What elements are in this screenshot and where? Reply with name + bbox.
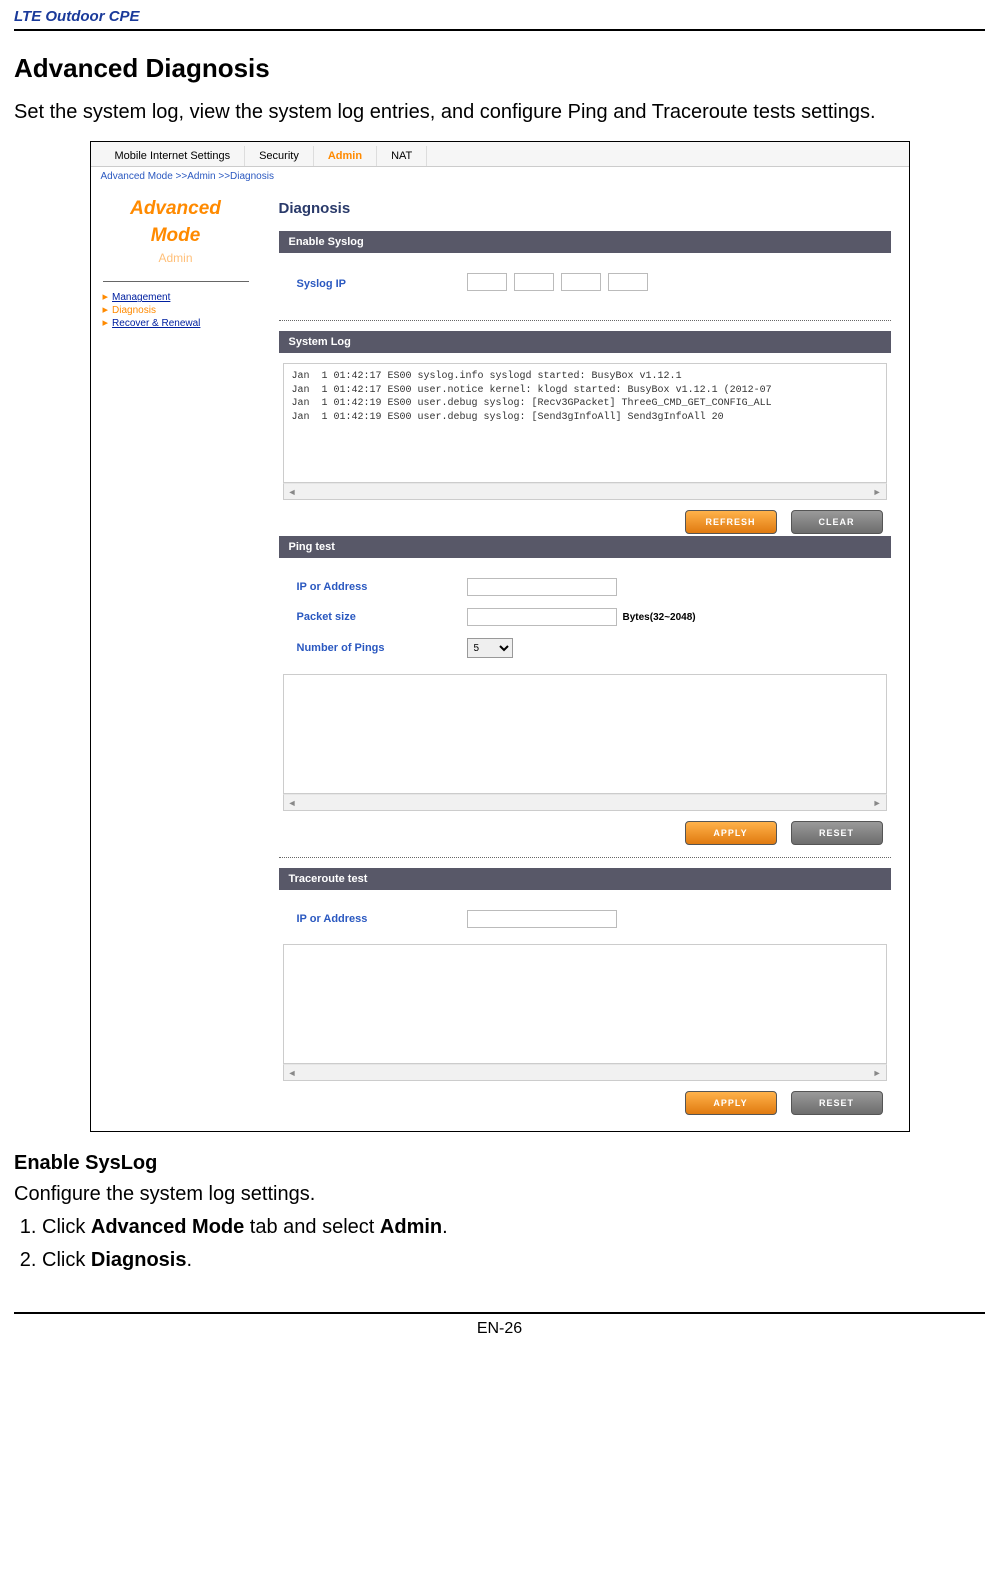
syslog-ip-octet-3[interactable] — [561, 273, 601, 291]
label-packet-size: Packet size — [297, 611, 467, 623]
trace-reset-button[interactable]: RESET — [791, 1091, 883, 1115]
syslog-ip-octet-4[interactable] — [608, 273, 648, 291]
trace-ip-input[interactable] — [467, 910, 617, 928]
label-trace-ip: IP or Address — [297, 913, 467, 925]
breadcrumb: Advanced Mode >>Admin >>Diagnosis — [91, 167, 909, 186]
sub-heading: Enable SysLog — [14, 1152, 985, 1175]
bar-ping-test: Ping test — [279, 536, 891, 558]
sidebar-item-label: Recover & Renewal — [112, 316, 200, 331]
bar-enable-syslog: Enable Syslog — [279, 231, 891, 253]
screenshot-frame: Mobile Internet Settings Security Admin … — [90, 141, 910, 1132]
sidebar-title-l1: Advanced — [103, 196, 249, 223]
ping-count-select[interactable]: 5 — [467, 638, 513, 658]
refresh-button[interactable]: REFRESH — [685, 510, 777, 534]
tab-bar: Mobile Internet Settings Security Admin … — [91, 142, 909, 167]
page-title: Diagnosis — [279, 200, 891, 217]
packet-size-suffix: Bytes(32~2048) — [623, 612, 696, 623]
ping-ip-input[interactable] — [467, 578, 617, 596]
step-2: Click Diagnosis. — [42, 1249, 985, 1272]
clear-button[interactable]: CLEAR — [791, 510, 883, 534]
sidebar-title-l2: Mode — [103, 223, 249, 250]
sidebar: Advanced Mode Admin ▸Management ▸Diagnos… — [91, 186, 261, 1131]
ping-output — [283, 674, 887, 794]
section-title: Advanced Diagnosis — [14, 53, 985, 84]
main-pane: Diagnosis Enable Syslog Syslog IP System… — [261, 186, 909, 1131]
ping-reset-button[interactable]: RESET — [791, 821, 883, 845]
divider — [279, 320, 891, 321]
doc-header: LTE Outdoor CPE — [14, 8, 985, 29]
ping-apply-button[interactable]: APPLY — [685, 821, 777, 845]
trace-scrollbar[interactable] — [283, 1064, 887, 1081]
log-scrollbar[interactable] — [283, 483, 887, 500]
label-ping-ip: IP or Address — [297, 581, 467, 593]
steps-list: Click Advanced Mode tab and select Admin… — [14, 1216, 985, 1272]
label-ping-count: Number of Pings — [297, 642, 467, 654]
step-1: Click Advanced Mode tab and select Admin… — [42, 1216, 985, 1239]
bar-system-log: System Log — [279, 331, 891, 353]
syslog-ip-octet-2[interactable] — [514, 273, 554, 291]
sidebar-separator — [103, 281, 249, 282]
label-syslog-ip: Syslog IP — [297, 278, 467, 290]
ping-scrollbar[interactable] — [283, 794, 887, 811]
tab-security[interactable]: Security — [245, 146, 314, 166]
tab-admin[interactable]: Admin — [314, 146, 377, 166]
sidebar-item-management[interactable]: ▸Management — [103, 290, 249, 303]
trace-apply-button[interactable]: APPLY — [685, 1091, 777, 1115]
sidebar-item-diagnosis[interactable]: ▸Diagnosis — [103, 303, 249, 316]
tab-nat[interactable]: NAT — [377, 146, 427, 166]
system-log-output: Jan 1 01:42:17 ES00 syslog.info syslogd … — [283, 363, 887, 483]
sidebar-item-recover[interactable]: ▸Recover & Renewal — [103, 316, 249, 329]
trace-output — [283, 944, 887, 1064]
tab-mobile-internet[interactable]: Mobile Internet Settings — [101, 146, 246, 166]
intro-text: Set the system log, view the system log … — [14, 98, 985, 127]
divider — [279, 857, 891, 858]
bar-traceroute: Traceroute test — [279, 868, 891, 890]
header-rule — [14, 29, 985, 31]
page-number: EN-26 — [14, 1314, 985, 1338]
sidebar-subtitle: Admin — [103, 251, 249, 265]
syslog-ip-octet-1[interactable] — [467, 273, 507, 291]
sub-text: Configure the system log settings. — [14, 1183, 985, 1206]
packet-size-input[interactable] — [467, 608, 617, 626]
